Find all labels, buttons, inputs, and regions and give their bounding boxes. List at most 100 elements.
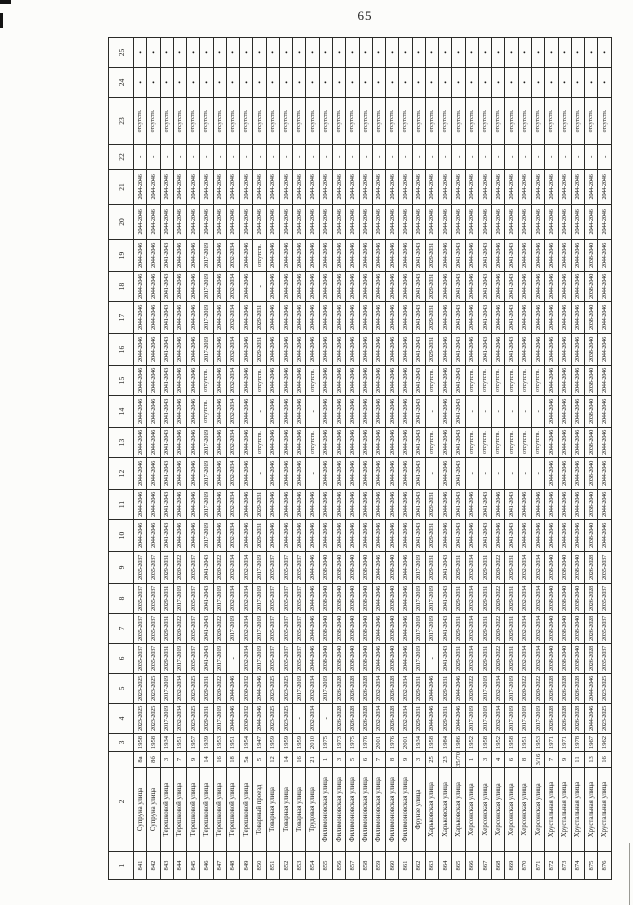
table-cell: 2044-2046	[412, 204, 426, 240]
table-cell: •	[345, 67, 360, 98]
house-number-cell: 8	[518, 751, 532, 768]
table-cell: 2044-2046	[597, 395, 612, 428]
table-cell: •	[146, 67, 161, 98]
table-cell: 2044-2046	[359, 519, 373, 552]
table-row: 851 Товарная улица 12 1959 2023-2025 2023-202…	[266, 37, 280, 880]
table-cell: 2017-2019	[173, 643, 187, 674]
table-cell: 2041-2043	[160, 395, 174, 428]
table-cell: отсутств.	[398, 97, 413, 145]
table-cell: 2038-2040	[558, 643, 572, 674]
table-cell: 2044-2046	[438, 395, 452, 428]
table-cell: 2044-2046	[372, 239, 386, 272]
table-cell: 2044-2046	[319, 489, 333, 520]
build-year-cell: 1958	[146, 733, 161, 752]
column-header-9: 9	[108, 551, 134, 584]
table-cell: 2044-2046	[359, 489, 373, 520]
table-cell: 2044-2046	[359, 301, 373, 334]
table-cell: отсутств.	[266, 97, 280, 145]
table-cell: отсутств.	[385, 97, 399, 145]
table-cell: •	[478, 37, 492, 68]
table-cell: 2026-2028	[584, 613, 598, 644]
table-cell: 2038-2040	[332, 613, 346, 644]
table-cell: 2044-2046	[385, 271, 399, 302]
table-row: 850 Товарный проезд 5 1947 2044-2046 2044-204…	[252, 37, 267, 880]
column-header-1: 1	[108, 851, 134, 880]
table-cell: -	[239, 144, 253, 170]
table-cell: 2041-2043	[160, 519, 174, 552]
table-cell: 2044-2046	[359, 239, 373, 272]
house-number-cell: 9	[558, 751, 572, 768]
table-cell: 2044-2046	[558, 489, 572, 520]
table-cell: 2044-2046	[133, 489, 147, 520]
table-cell: 2044-2046	[186, 395, 200, 428]
table-cell: 2035-2037	[146, 613, 161, 644]
table-cell: -	[425, 144, 439, 170]
table-cell: 2044-2046	[544, 239, 558, 272]
table-cell: 2044-2046	[425, 169, 439, 205]
table-cell: 2044-2046	[531, 489, 545, 520]
table-cell: 2032-2034	[531, 551, 545, 584]
table-cell: 2044-2046	[213, 457, 227, 490]
table-cell: 2017-2019	[199, 427, 214, 458]
table-cell: 2044-2046	[173, 271, 187, 302]
table-cell: 2044-2046	[558, 169, 572, 205]
table-cell: 2032-2034	[465, 551, 479, 584]
row-number-cell: 844	[173, 851, 187, 880]
table-cell: 2044-2046	[491, 239, 505, 272]
house-number-cell: 3/16	[531, 751, 545, 768]
table-cell: •	[518, 37, 532, 68]
table-cell: •	[199, 67, 214, 98]
table-cell: 2044-2046	[279, 239, 293, 272]
table-cell: •	[173, 67, 187, 98]
table-cell: 2023-2025	[266, 673, 280, 704]
table-cell: 2044-2046	[133, 301, 147, 334]
table-cell: 2044-2046	[451, 673, 466, 704]
street-name-cell: Терешковой улица	[186, 767, 200, 852]
table-cell: 2017-2019	[319, 673, 333, 704]
table-cell: 2044-2046	[597, 204, 612, 240]
table-cell: 2044-2046	[239, 204, 253, 240]
table-cell: 2041-2043	[160, 427, 174, 458]
table-cell: 2044-2046	[305, 613, 320, 644]
house-number-cell: 1	[465, 751, 479, 768]
table-cell: •	[571, 67, 585, 98]
table-cell: 2044-2046	[345, 333, 360, 366]
table-cell: 2044-2046	[491, 204, 505, 240]
table-cell: 2032-2034	[226, 489, 240, 520]
table-cell: 2032-2034	[518, 583, 532, 614]
table-cell: 2044-2046	[146, 489, 161, 520]
table-cell: 2020-2022	[173, 613, 187, 644]
table-cell: 2020-2022	[491, 551, 505, 584]
table-row: 852 Товарная улица 14 1959 2023-2025 2023-202…	[279, 37, 293, 880]
table-cell: 2044-2046	[292, 204, 306, 240]
table-cell: •	[239, 37, 253, 68]
table-cell: 2044-2046	[558, 427, 572, 458]
house-number-cell: 5	[252, 751, 267, 768]
table-cell: •	[544, 67, 558, 98]
table-cell: 2044-2046	[438, 365, 452, 396]
table-cell: 2029-2031	[252, 301, 267, 334]
table-cell: 2044-2046	[398, 333, 413, 366]
table-cell: -	[504, 144, 519, 170]
table-row: 854 Трудовая улица 21 2010 2032-2034 2032-203…	[305, 37, 320, 880]
table-cell: -	[359, 144, 373, 170]
table-cell: •	[173, 37, 187, 68]
table-cell: 2038-2040	[584, 457, 598, 490]
table-cell: 2044-2046	[425, 703, 439, 734]
table-cell: 2044-2046	[385, 239, 399, 272]
table-cell: 2026-2028	[544, 703, 558, 734]
table-cell: 2044-2046	[319, 239, 333, 272]
table-cell: 2026-2028	[345, 703, 360, 734]
table-cell: •	[239, 67, 253, 98]
house-number-cell: 7	[544, 751, 558, 768]
table-cell: 2026-2028	[571, 703, 585, 734]
table-cell: 2017-2019	[252, 583, 267, 614]
table-cell: 2035-2037	[146, 583, 161, 614]
row-number-cell: 843	[160, 851, 174, 880]
table-cell: 2044-2046	[385, 204, 399, 240]
table-cell: 2029-2031	[199, 673, 214, 704]
table-cell: 2038-2040	[359, 583, 373, 614]
table-cell: 2023-2025	[279, 703, 293, 734]
table-cell: 2035-2037	[292, 583, 306, 614]
table-cell: 2035-2037	[146, 643, 161, 674]
